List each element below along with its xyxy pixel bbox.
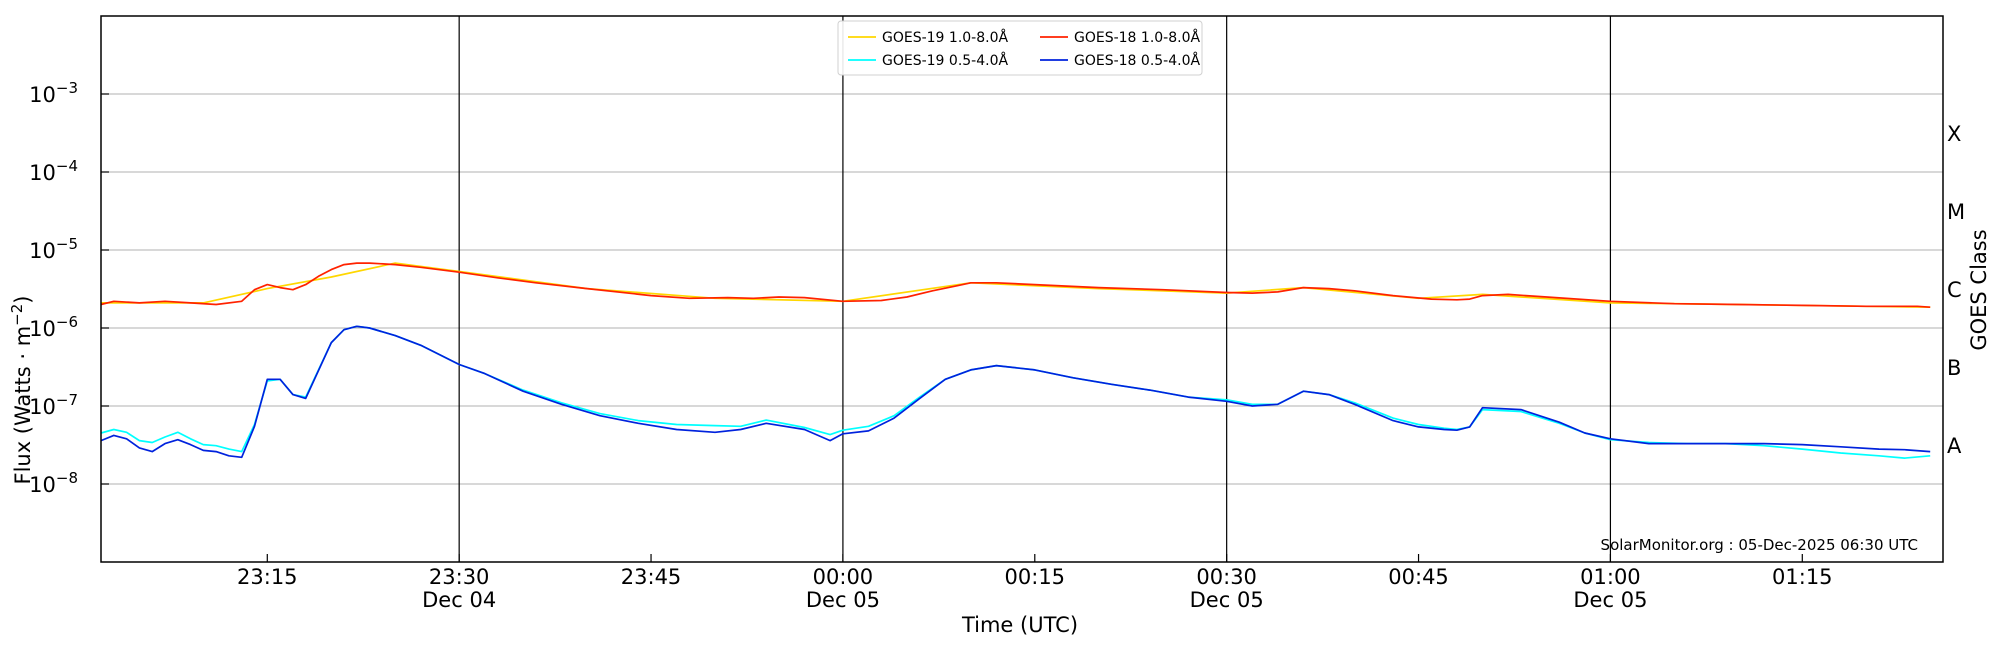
series-line: [100, 325, 1931, 459]
grid-lines: [101, 16, 1943, 562]
legend-label: GOES-19 1.0-8.0Å: [882, 29, 1008, 46]
goes-class-label: A: [1947, 434, 1962, 458]
y-tick-label: 10−7: [29, 391, 78, 419]
legend-box: [837, 20, 1203, 76]
x-tick-label: 00:45: [1388, 565, 1449, 589]
y-tick-label: 10−8: [29, 469, 78, 497]
y-tick-label: 10−4: [29, 157, 78, 185]
x-axis-label: Time (UTC): [961, 613, 1078, 637]
y-tick-exponent: −8: [56, 469, 78, 487]
y-tick-label: 10−3: [29, 79, 78, 107]
x-tick-date-label: Dec 05: [806, 588, 880, 612]
x-tick-date-label: Dec 05: [1573, 588, 1647, 612]
x-tick-label: 01:15: [1772, 565, 1833, 589]
plot-frame: [100, 15, 1944, 563]
x-tick-label: 00:15: [1005, 565, 1066, 589]
series-lines: [100, 262, 1931, 459]
y-tick-label: 10−6: [29, 313, 78, 341]
x-tick-label: 00:00: [813, 565, 874, 589]
series-line: [100, 325, 1931, 459]
y-tick-base: 10: [29, 83, 56, 107]
x-tick-label: 00:30: [1196, 565, 1257, 589]
x-tick-label: 23:45: [621, 565, 682, 589]
goes-class-axis: A B C M X: [1947, 122, 1965, 458]
goes-class-axis-label: GOES Class: [1967, 229, 1991, 350]
y-axis-label-superscript: −2: [8, 304, 26, 326]
x-tick-date-label: Dec 04: [422, 588, 496, 612]
x-tick-label: 01:00: [1580, 565, 1641, 589]
x-tick-label: 23:30: [429, 565, 490, 589]
y-tick-exponent: −5: [56, 235, 78, 253]
legend-entries: GOES-19 1.0-8.0Å GOES-19 0.5-4.0Å GOES-18 …: [848, 29, 1200, 69]
x-tick-date-label: Dec 05: [1190, 588, 1264, 612]
series-line: [100, 262, 1931, 309]
y-tick-label: 10−5: [29, 235, 78, 263]
goes-class-label: B: [1947, 356, 1961, 380]
y-tick-base: 10: [29, 395, 56, 419]
legend-label: GOES-19 0.5-4.0Å: [882, 52, 1008, 69]
legend-label: GOES-18 1.0-8.0Å: [1074, 29, 1200, 46]
y-tick-base: 10: [29, 473, 56, 497]
y-axis-label-close: ): [11, 295, 35, 303]
y-tick-exponent: −6: [56, 313, 78, 331]
legend: GOES-19 1.0-8.0Å GOES-19 0.5-4.0Å GOES-18 …: [837, 20, 1203, 76]
y-axis: 10−810−710−610−510−410−3: [29, 79, 109, 497]
legend-label: GOES-18 0.5-4.0Å: [1074, 52, 1200, 69]
y-tick-base: 10: [29, 161, 56, 185]
x-tick-label: 23:15: [237, 565, 298, 589]
y-tick-base: 10: [29, 239, 56, 263]
y-tick-exponent: −3: [56, 79, 78, 97]
y-tick-exponent: −7: [56, 391, 78, 409]
source-annotation: SolarMonitor.org : 05-Dec-2025 06:30 UTC: [1601, 536, 1918, 554]
y-tick-exponent: −4: [56, 157, 78, 175]
goes-class-label: C: [1947, 278, 1962, 302]
goes-class-label: M: [1947, 200, 1965, 224]
y-tick-base: 10: [29, 317, 56, 341]
y-axis-label: Flux (Watts · m−2): [8, 295, 35, 484]
y-axis-label-main: Flux (Watts · m: [11, 326, 35, 485]
series-line: [101, 262, 1931, 309]
goes-class-label: X: [1947, 122, 1961, 146]
